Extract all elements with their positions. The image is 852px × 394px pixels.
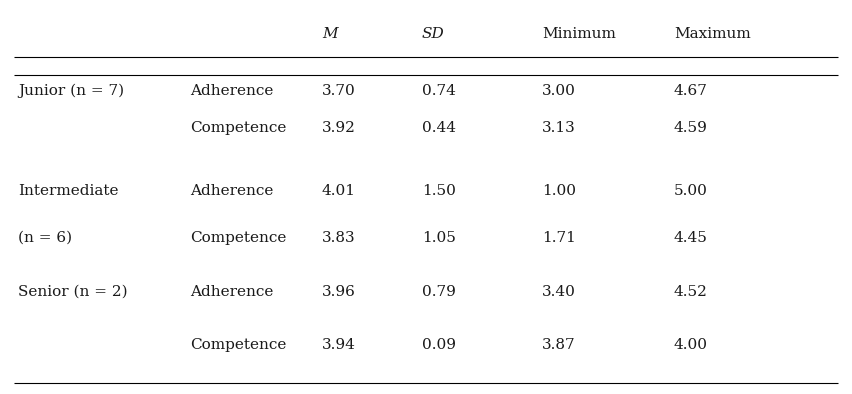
Text: 3.00: 3.00 bbox=[542, 84, 576, 98]
Text: 4.00: 4.00 bbox=[674, 338, 708, 352]
Text: 0.79: 0.79 bbox=[422, 285, 456, 299]
Text: Adherence: Adherence bbox=[190, 184, 273, 198]
Text: 3.83: 3.83 bbox=[322, 231, 355, 245]
Text: Adherence: Adherence bbox=[190, 84, 273, 98]
Text: SD: SD bbox=[422, 27, 445, 41]
Text: 4.45: 4.45 bbox=[674, 231, 708, 245]
Text: 1.50: 1.50 bbox=[422, 184, 456, 198]
Text: 0.74: 0.74 bbox=[422, 84, 456, 98]
Text: Competence: Competence bbox=[190, 231, 286, 245]
Text: 0.44: 0.44 bbox=[422, 121, 456, 135]
Text: 1.71: 1.71 bbox=[542, 231, 576, 245]
Text: 3.96: 3.96 bbox=[322, 285, 356, 299]
Text: M: M bbox=[322, 27, 337, 41]
Text: Intermediate: Intermediate bbox=[18, 184, 118, 198]
Text: 4.01: 4.01 bbox=[322, 184, 356, 198]
Text: (n = 6): (n = 6) bbox=[18, 231, 72, 245]
Text: 5.00: 5.00 bbox=[674, 184, 708, 198]
Text: 4.59: 4.59 bbox=[674, 121, 708, 135]
Text: 3.92: 3.92 bbox=[322, 121, 356, 135]
Text: 3.87: 3.87 bbox=[542, 338, 576, 352]
Text: 0.09: 0.09 bbox=[422, 338, 456, 352]
Text: 4.67: 4.67 bbox=[674, 84, 708, 98]
Text: Maximum: Maximum bbox=[674, 27, 751, 41]
Text: Minimum: Minimum bbox=[542, 27, 616, 41]
Text: 3.13: 3.13 bbox=[542, 121, 576, 135]
Text: Senior (n = 2): Senior (n = 2) bbox=[18, 285, 128, 299]
Text: Adherence: Adherence bbox=[190, 285, 273, 299]
Text: 3.70: 3.70 bbox=[322, 84, 356, 98]
Text: 4.52: 4.52 bbox=[674, 285, 708, 299]
Text: Competence: Competence bbox=[190, 338, 286, 352]
Text: 1.00: 1.00 bbox=[542, 184, 576, 198]
Text: 1.05: 1.05 bbox=[422, 231, 456, 245]
Text: Junior (n = 7): Junior (n = 7) bbox=[18, 84, 124, 98]
Text: 3.94: 3.94 bbox=[322, 338, 356, 352]
Text: 3.40: 3.40 bbox=[542, 285, 576, 299]
Text: Competence: Competence bbox=[190, 121, 286, 135]
